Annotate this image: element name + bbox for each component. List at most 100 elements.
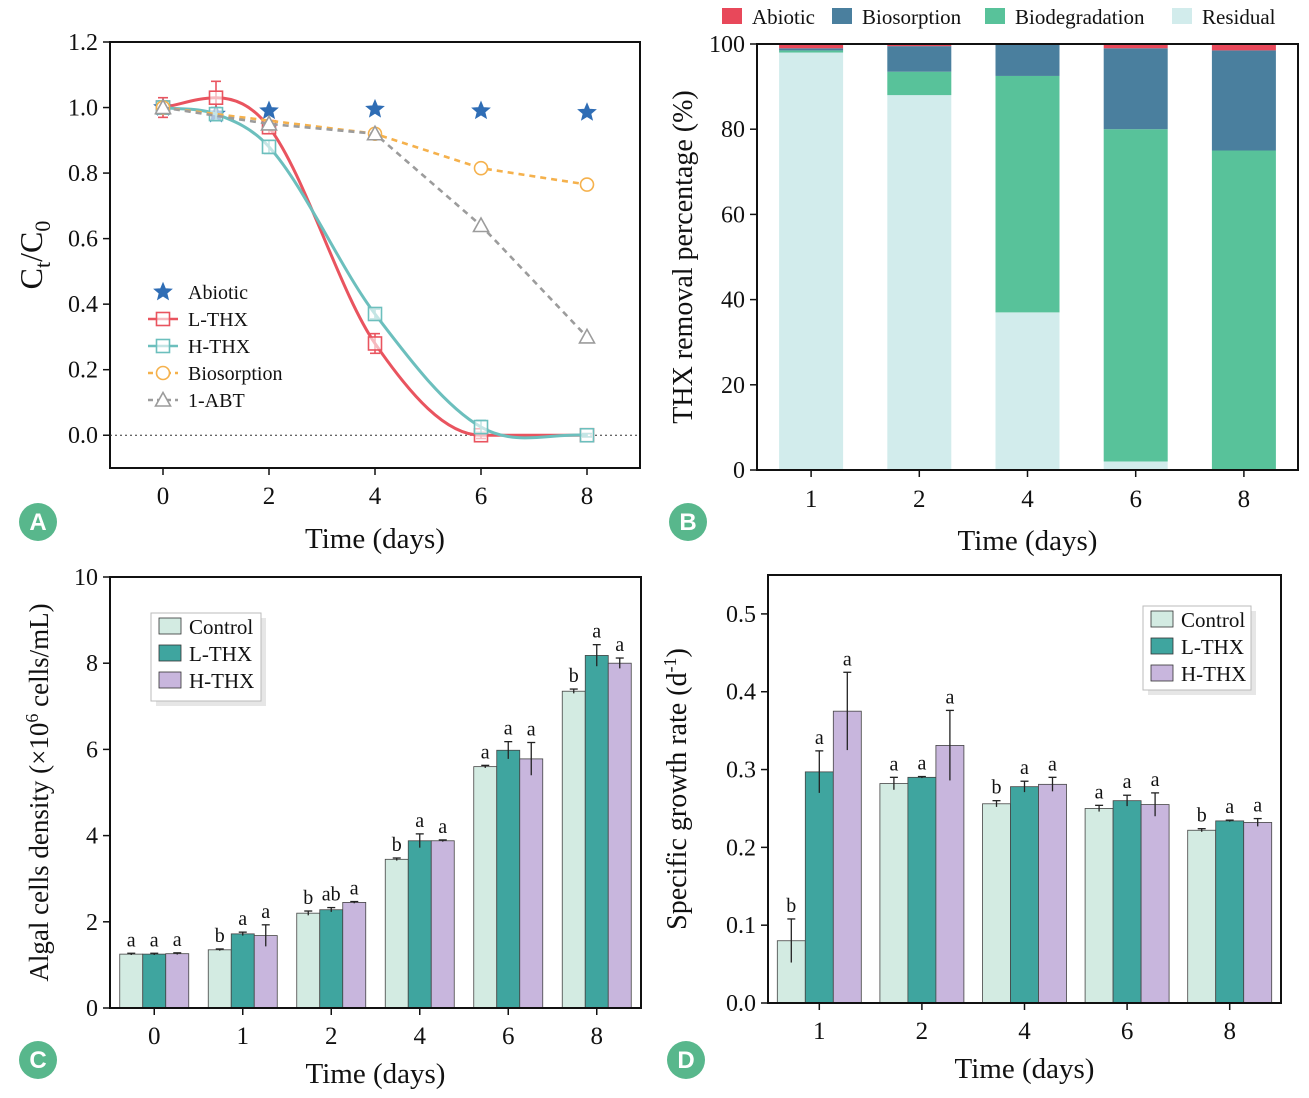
bar-H-THX: [1038, 783, 1067, 1004]
legend-label: H-THX: [188, 336, 251, 358]
bar-segment-Residual: [779, 52, 844, 471]
y-tick-label: 4: [86, 824, 98, 850]
legend-marker: [154, 390, 172, 407]
significance-letter: b: [215, 925, 225, 947]
legend-swatch: [158, 644, 182, 662]
y-tick-label: 0.4: [726, 680, 756, 706]
data-point-Biosorption: [579, 177, 595, 192]
bar-L-THX: [142, 953, 167, 1009]
significance-letter: a: [127, 929, 136, 951]
bar-segment-Biodegradation: [1211, 150, 1276, 470]
legend-swatch: [1150, 664, 1174, 682]
bar-H-THX: [165, 953, 190, 1009]
legend-marker: [155, 338, 171, 354]
bar-H-THX: [430, 840, 455, 1009]
y-tick-label: 40: [721, 288, 745, 314]
y-tick-label: 0: [733, 458, 745, 484]
significance-letter: a: [238, 908, 247, 930]
bar-segment-Biodegradation: [995, 75, 1060, 313]
x-tick-label: 6: [1121, 1018, 1134, 1045]
bar-segment-Abiotic: [887, 44, 952, 47]
significance-letter: a: [615, 634, 624, 656]
bar-Control: [473, 766, 498, 1009]
bar-H-THX: [935, 745, 965, 1004]
legend-marker: [155, 311, 171, 327]
significance-letter: a: [1095, 781, 1104, 803]
significance-letter: a: [527, 719, 536, 741]
significance-letter: a: [481, 741, 490, 763]
y-tick-label: 60: [721, 202, 745, 228]
bar-Control: [384, 858, 409, 1009]
bar-segment-Biodegradation: [779, 50, 844, 53]
x-axis-label: Time (days): [306, 1058, 446, 1090]
legend-label: 1-ABT: [188, 390, 245, 412]
legend-label: L-THX: [189, 642, 252, 666]
bar-segment-Biosorption: [995, 44, 1060, 76]
significance-letter: a: [945, 686, 954, 708]
x-tick-label: 2: [263, 483, 276, 510]
bar-segment-Biosorption: [779, 48, 844, 51]
legend-label: Biodegradation: [1015, 5, 1145, 29]
significance-letter: b: [992, 777, 1002, 799]
x-tick-label: 4: [414, 1023, 427, 1050]
bar-Control: [561, 690, 586, 1009]
bar-Control: [207, 949, 232, 1009]
bar-L-THX: [1010, 786, 1039, 1004]
significance-letter: a: [173, 929, 182, 951]
legend-label: Biosorption: [188, 363, 282, 385]
y-axis-label: Algal cells density (×106 cells/mL): [22, 603, 54, 981]
bar-segment-Residual: [995, 312, 1060, 470]
bar-Control: [119, 953, 144, 1009]
legend-label: Abiotic: [752, 5, 815, 29]
significance-letter: a: [350, 878, 359, 900]
significance-letter: a: [150, 929, 159, 951]
bar-L-THX: [804, 771, 834, 1004]
y-tick-label: 0.0: [726, 991, 756, 1017]
significance-letter: a: [1253, 795, 1262, 817]
bar-H-THX: [607, 662, 632, 1009]
bar-H-THX: [1243, 822, 1273, 1004]
x-tick-label: 4: [369, 483, 382, 510]
series-line-H-THX: [162, 106, 588, 440]
x-axis-label: Time (days): [305, 523, 445, 555]
x-tick-label: 4: [1018, 1018, 1031, 1045]
y-tick-label: 8: [86, 651, 98, 677]
y-tick-label: 0.8: [68, 161, 98, 187]
significance-letter: a: [438, 816, 447, 838]
y-tick-label: 0.4: [68, 292, 98, 318]
legend-label: Abiotic: [188, 282, 248, 304]
bar-segment-Biosorption: [1103, 48, 1168, 130]
bar-segment-Biodegradation: [1103, 129, 1168, 462]
legend-label: L-THX: [188, 309, 249, 331]
panel-badge: [667, 1041, 705, 1079]
bar-Control: [1187, 829, 1217, 1004]
x-tick-label: 1: [237, 1023, 250, 1050]
significance-letter: a: [1123, 771, 1132, 793]
significance-letter: ab: [322, 884, 341, 906]
panel-letter: A: [29, 509, 46, 536]
legend-swatch: [1150, 610, 1174, 628]
bar-segment-Biosorption: [1211, 50, 1276, 151]
y-tick-label: 0.1: [726, 913, 756, 939]
legend-swatch: [832, 8, 852, 24]
series-line-Biosorption: [162, 106, 588, 186]
significance-letter: b: [1197, 805, 1207, 827]
data-point-1-ABT: [366, 124, 384, 141]
y-tick-label: 0.0: [68, 423, 98, 449]
x-tick-label: 0: [157, 483, 170, 510]
x-tick-label: 8: [581, 483, 594, 510]
panel-letter: B: [679, 509, 696, 536]
bar-L-THX: [907, 776, 937, 1004]
bar-segment-Abiotic: [779, 44, 844, 49]
y-tick-label: 80: [721, 117, 745, 143]
y-tick-label: 0.5: [726, 602, 756, 628]
x-axis-label: Time (days): [955, 1053, 1095, 1085]
x-tick-label: 2: [325, 1023, 338, 1050]
bar-Control: [296, 912, 321, 1009]
bar-L-THX: [407, 840, 432, 1009]
significance-letter: a: [261, 901, 270, 923]
y-axis-label: Ct/C0: [13, 221, 55, 290]
bar-H-THX: [342, 902, 367, 1009]
panel-c-axes: [109, 576, 642, 1009]
data-point-L-THX: [367, 336, 383, 351]
